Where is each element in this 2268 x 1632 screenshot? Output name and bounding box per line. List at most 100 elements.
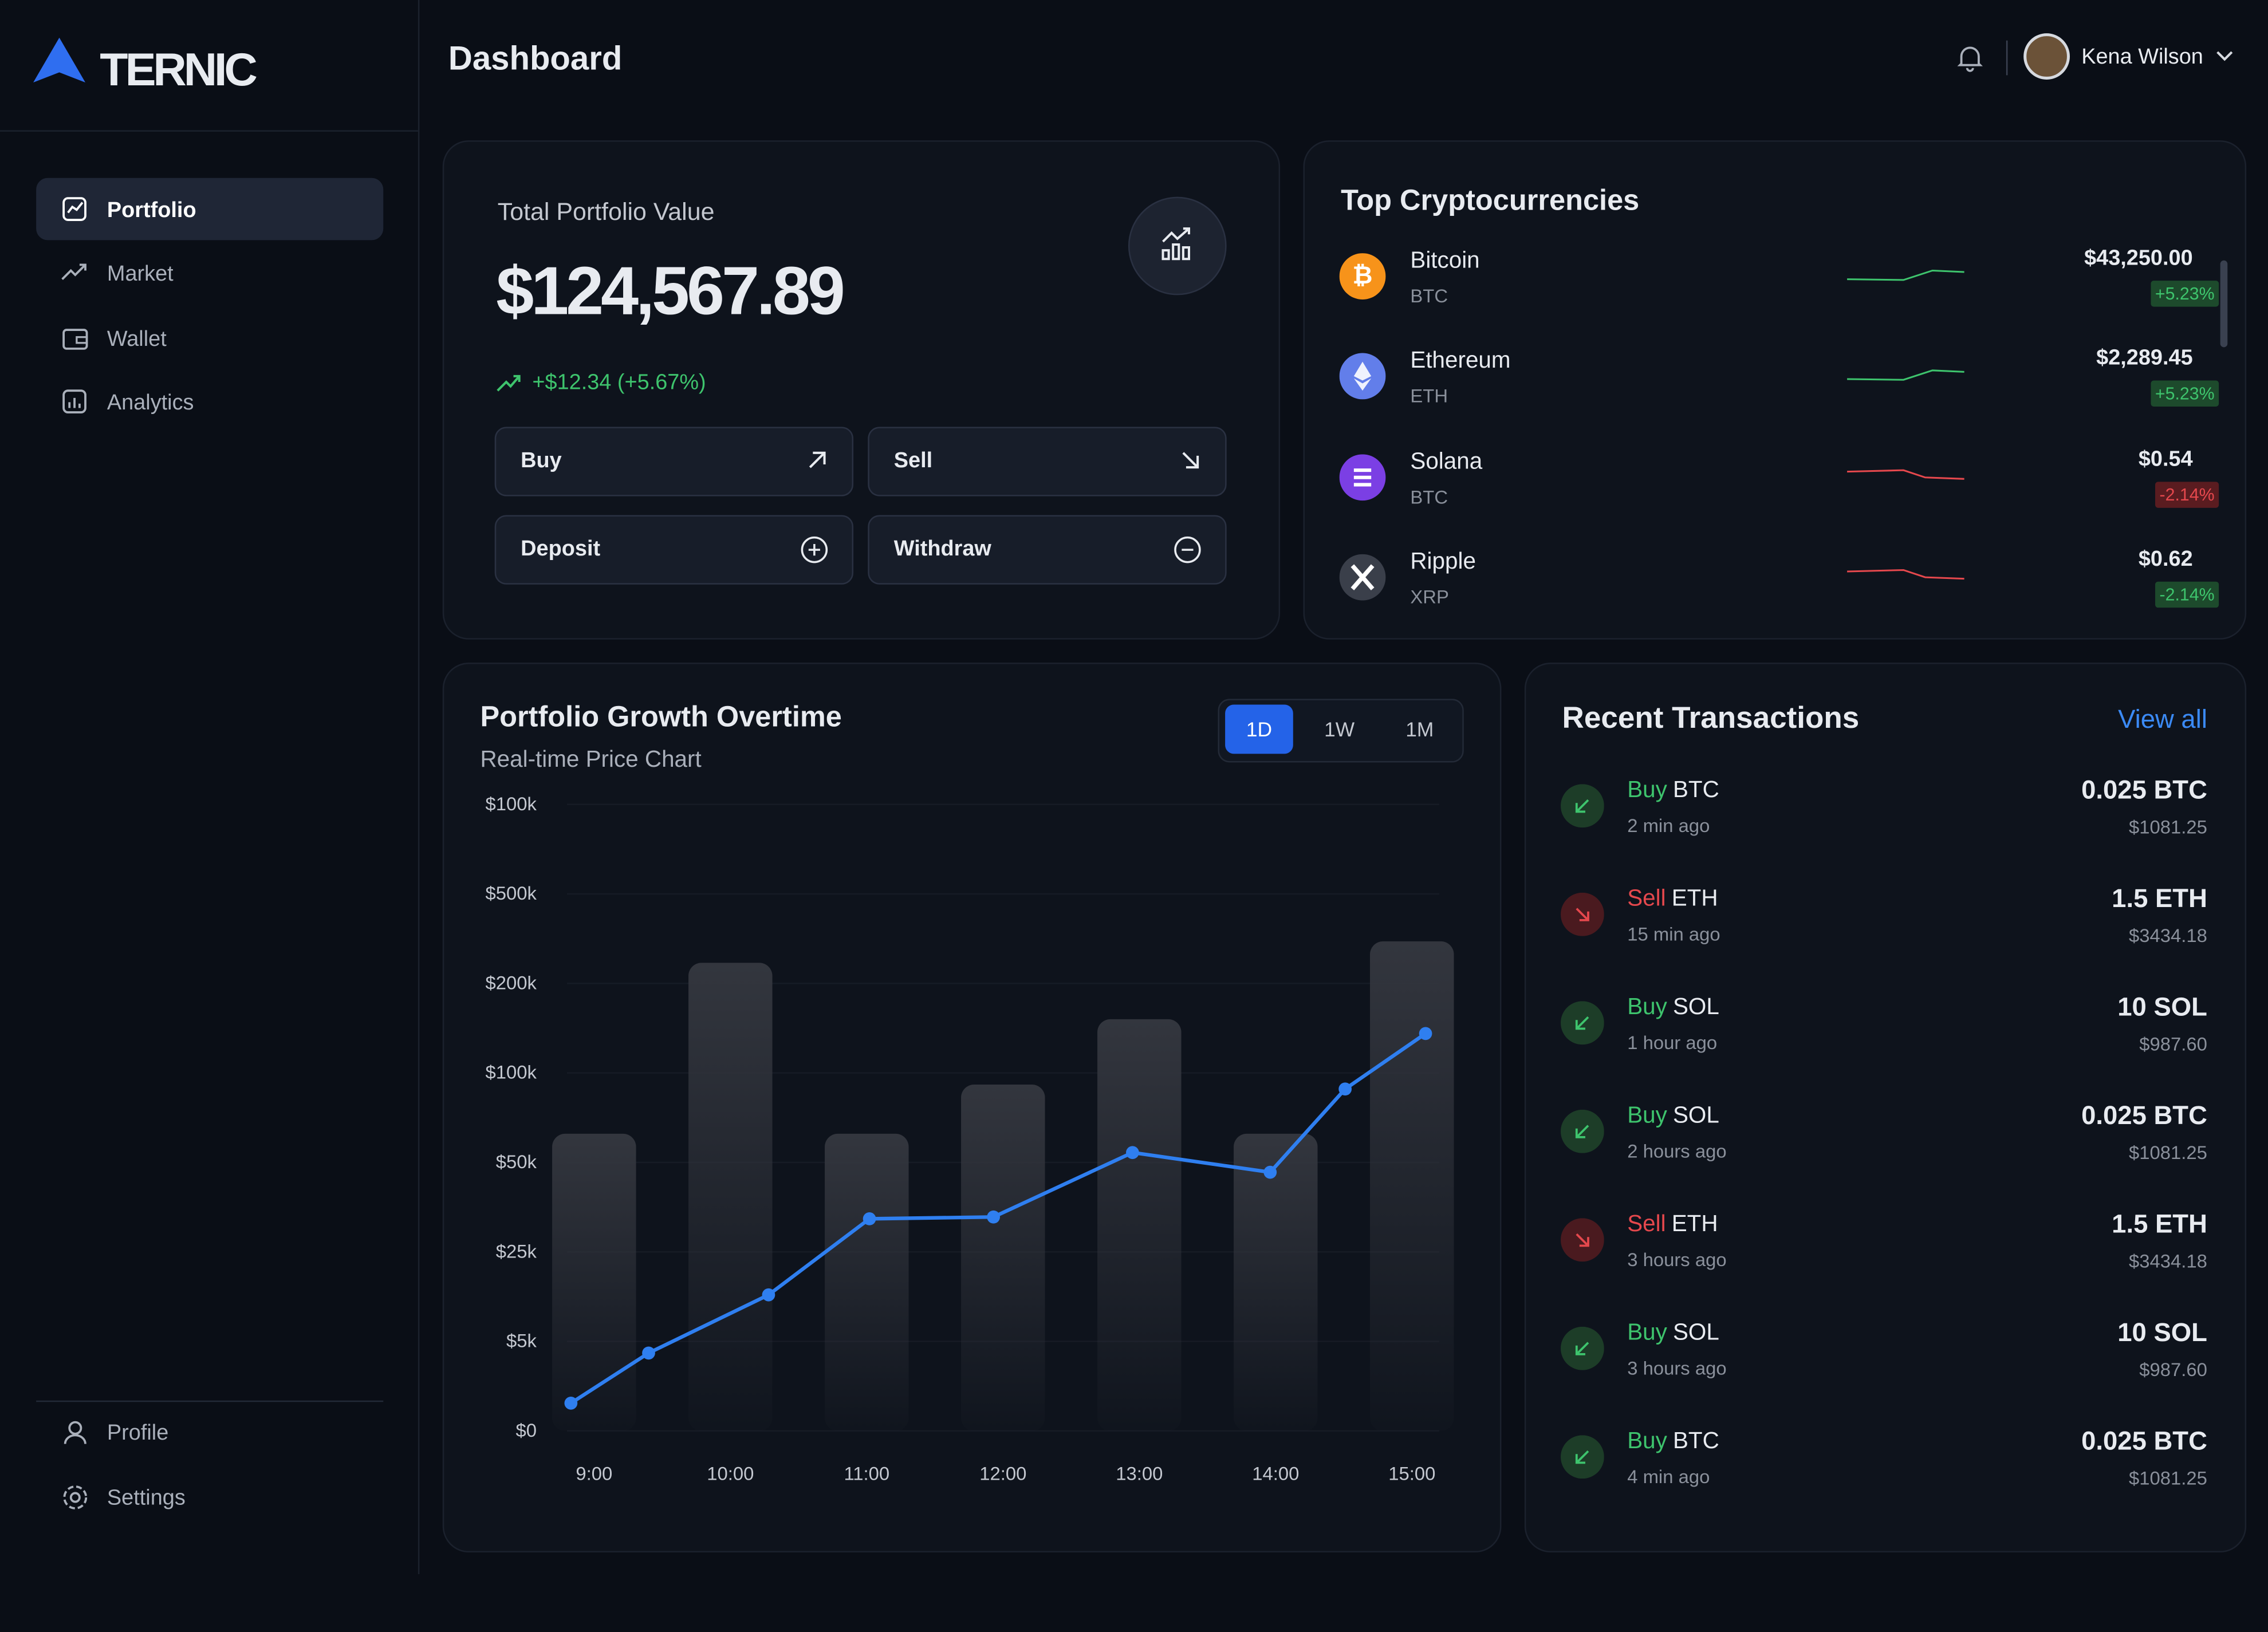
chevron[interactable] — [2215, 49, 2235, 64]
point — [642, 1346, 655, 1360]
section-title: Recent Transactions — [1562, 701, 1860, 735]
coin-change: -2.14% — [2155, 581, 2219, 608]
tx-title: Buy BTC — [1627, 1429, 1719, 1455]
tx-value: $3434.18 — [2128, 1249, 2207, 1272]
y-tick-label: $100k — [486, 793, 537, 814]
point — [564, 1396, 578, 1410]
point — [863, 1212, 876, 1225]
coin-icon — [1339, 454, 1386, 500]
tx-amount: 10 SOL — [2117, 992, 2207, 1022]
coin-name: Ethereum — [1410, 349, 1511, 374]
sparkline — [1847, 269, 1964, 281]
tx-time: 3 hours ago — [1627, 1248, 1727, 1271]
button-label: Sell — [893, 448, 933, 474]
tx-icon — [1561, 784, 1604, 828]
nav-label: Profile — [107, 1421, 169, 1446]
button-label: Buy — [521, 448, 562, 474]
point — [1419, 1027, 1432, 1040]
coin-symbol: XRP — [1410, 585, 1449, 608]
bar — [1234, 1133, 1318, 1431]
x-tick-label: 14:00 — [1252, 1463, 1299, 1484]
tx-action: Buy — [1627, 995, 1667, 1020]
tx-value: $987.60 — [2139, 1358, 2207, 1381]
range-tab[interactable]: 1D — [1225, 704, 1293, 754]
sell-button[interactable]: Sell — [868, 427, 1227, 496]
coin-price: $0.54 — [2138, 446, 2193, 471]
bar — [825, 1133, 909, 1431]
coin-change: +5.23% — [2151, 381, 2219, 407]
portfolio-change: +$12.34 (+5.67%) — [532, 370, 706, 395]
bell-icon[interactable] — [1955, 44, 1984, 73]
tx-title: Buy SOL — [1627, 995, 1719, 1021]
tx-amount: 0.025 BTC — [2081, 775, 2207, 805]
tx-title: Buy SOL — [1627, 1321, 1719, 1347]
tx-amount: 1.5 ETH — [2112, 884, 2207, 913]
scrollbar[interactable] — [2220, 260, 2228, 348]
nav-item[interactable]: Settings — [36, 1465, 383, 1527]
tx-action: Buy — [1627, 1103, 1667, 1129]
range-tab[interactable]: 1W — [1324, 718, 1355, 741]
nav-label: Wallet — [107, 326, 167, 351]
tx-asset: SOL — [1672, 995, 1719, 1020]
tx-title: Sell ETH — [1627, 1212, 1718, 1238]
sparkline — [1847, 468, 1964, 479]
coin-symbol: BTC — [1410, 485, 1448, 507]
withdraw-button[interactable]: Withdraw — [868, 515, 1227, 585]
point — [1263, 1165, 1277, 1179]
avatar[interactable] — [2023, 33, 2070, 80]
y-tick-label: $500k — [486, 882, 537, 904]
point — [762, 1288, 775, 1302]
tx-amount: 1.5 ETH — [2112, 1209, 2207, 1239]
tx-asset: BTC — [1672, 1429, 1719, 1454]
tx-action: Buy — [1627, 778, 1667, 803]
deposit-button[interactable]: Deposit — [494, 515, 854, 585]
tx-icon — [1561, 892, 1604, 936]
y-tick-label: $25k — [496, 1240, 537, 1262]
nav-label: Portfolio — [107, 198, 196, 223]
x-tick-label: 12:00 — [979, 1463, 1026, 1484]
range-tab[interactable]: 1M — [1405, 718, 1434, 741]
button-label: Withdraw — [893, 537, 991, 562]
coin-price: $43,250.00 — [2084, 246, 2193, 271]
nav-label: Analytics — [107, 390, 194, 415]
svg-text:₿: ₿ — [1353, 262, 1373, 289]
crypto-card — [1303, 140, 2247, 640]
user-name[interactable]: Kena Wilson — [2081, 45, 2203, 70]
tx-time: 1 hour ago — [1627, 1031, 1718, 1054]
trend-icon — [497, 375, 521, 392]
portfolio-value: $124,567.89 — [496, 251, 845, 329]
x-tick-label: 10:00 — [707, 1463, 754, 1484]
bar — [1097, 1019, 1182, 1431]
tx-asset: ETH — [1671, 886, 1718, 912]
buy-button[interactable]: Buy — [494, 427, 854, 496]
nav-item[interactable]: Profile — [36, 1401, 383, 1463]
point — [1126, 1146, 1139, 1160]
tx-time: 2 hours ago — [1627, 1140, 1727, 1162]
nav-item[interactable]: Portfolio — [36, 178, 384, 241]
divider — [0, 130, 418, 132]
bar — [688, 963, 773, 1431]
chart: $0 $5k $25k $50k $100k $200k $500k $100k 9:00 10:… — [486, 793, 1454, 1484]
tx-amount: 0.025 BTC — [2081, 1101, 2207, 1130]
tx-value: $1081.25 — [2128, 1141, 2207, 1164]
nav-item[interactable]: Analytics — [36, 370, 383, 433]
nav-label: Settings — [107, 1485, 186, 1510]
transactions-card — [1524, 663, 2247, 1553]
nav-item[interactable]: Market — [36, 242, 383, 305]
view-all-link[interactable]: View all — [2118, 704, 2207, 734]
coin-name: Bitcoin — [1410, 249, 1480, 274]
tx-icon — [1561, 1435, 1604, 1479]
point — [1338, 1082, 1352, 1096]
coin-name: Solana — [1410, 449, 1483, 474]
chart-button[interactable] — [1128, 196, 1227, 295]
coin-change: +5.23% — [2151, 281, 2219, 307]
coin-icon — [1339, 353, 1386, 400]
y-tick-label: $50k — [496, 1151, 537, 1172]
nav-item[interactable]: Wallet — [36, 306, 383, 369]
tx-asset: BTC — [1672, 778, 1719, 803]
tx-title: Buy BTC — [1627, 778, 1719, 804]
y-tick-label: $100k — [486, 1062, 537, 1083]
coin-icon: ₿ — [1339, 253, 1386, 300]
portfolio-label: Total Portfolio Value — [497, 198, 715, 226]
